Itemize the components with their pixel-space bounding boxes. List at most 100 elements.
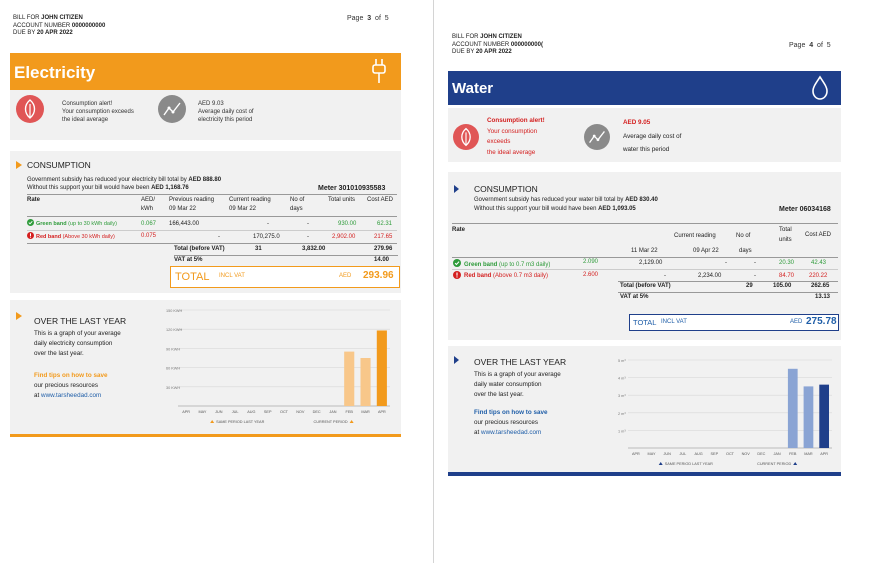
- due-date: 20 APR 2022: [475, 49, 512, 55]
- col-units-unit: units: [779, 237, 792, 243]
- col-days-unit: days: [739, 248, 752, 254]
- col-curr: Current reading: [674, 233, 716, 239]
- meter-number: Meter 06034168: [779, 206, 831, 213]
- col-rate: Rate: [452, 227, 466, 233]
- customer-name: JOHN CITIZEN: [480, 34, 522, 40]
- tips-link[interactable]: www.tarsheedad.com: [41, 392, 102, 399]
- x-tick-label: NOV: [742, 452, 751, 456]
- legend-current-label: CURRENT PERIOD: [313, 420, 347, 424]
- x-tick-label: APR: [820, 452, 828, 456]
- x-tick-label: DEC: [313, 410, 321, 414]
- y-tick-label: 30 KWH: [166, 386, 180, 390]
- total-currency: AED: [339, 273, 352, 279]
- table-rule: [452, 257, 838, 258]
- bill-for-label: BILL FOR: [452, 34, 479, 40]
- leaf-icon: [453, 124, 479, 150]
- legend-same-label: SAME PERIOD LAST YEAR: [665, 462, 713, 466]
- without-line: Without this support your bill would hav…: [474, 206, 636, 212]
- x-tick-label: FEB: [346, 410, 354, 414]
- alert-box: Consumption alert! Your consumption exce…: [10, 90, 401, 140]
- col-days: No of: [736, 233, 751, 239]
- tips-link[interactable]: www.tarsheedad.com: [481, 429, 542, 436]
- date-to: 09 Apr 22: [693, 248, 719, 254]
- x-tick-label: JUL: [232, 410, 239, 414]
- col-rate: Rate: [27, 197, 41, 203]
- due-label: DUE BY: [452, 49, 475, 55]
- col-days-unit: days: [290, 206, 303, 212]
- alert-text: Consumption alert! Your consumption exce…: [62, 101, 134, 123]
- bar-mar-11: [360, 358, 371, 406]
- x-tick-label: APR: [378, 410, 386, 414]
- section-arrow-icon: [454, 185, 459, 193]
- water-page: BILL FOR JOHN CITIZEN ACCOUNT NUMBER 000…: [437, 0, 871, 563]
- year-box: OVER THE LAST YEAR This is a graph of yo…: [10, 300, 401, 434]
- page-title: Water: [452, 80, 494, 97]
- electricity-page: BILL FOR JOHN CITIZEN ACCOUNT NUMBER 000…: [0, 0, 432, 563]
- consumption-heading: CONSUMPTION: [27, 160, 91, 170]
- section-arrow-icon: [454, 356, 459, 364]
- y-tick-label: 4 m³: [618, 377, 626, 381]
- x-tick-label: SEP: [264, 410, 272, 414]
- electricity-chart: 150 KWH 120 KWH 90 KWH 60 KWH 30 KWH APR MAY JU…: [166, 309, 390, 424]
- x-tick-label: JUN: [664, 452, 672, 456]
- y-tick-label: 90 KWH: [166, 347, 180, 351]
- section-arrow-icon: [16, 161, 22, 169]
- alert-box: Consumption alert! Your consumption exce…: [448, 108, 841, 162]
- col-curr-date: 09 Mar 22: [229, 206, 257, 212]
- consumption-heading: CONSUMPTION: [474, 184, 538, 194]
- x-tick-label: SEP: [711, 452, 719, 456]
- x-tick-label: MAY: [648, 452, 656, 456]
- table-rule: [27, 230, 397, 231]
- bar-apr-12: [376, 330, 387, 406]
- bar-feb-10: [787, 368, 798, 448]
- table-rule: [174, 255, 398, 256]
- account-number: 0000000000: [71, 22, 106, 29]
- water-drop-icon: [812, 75, 828, 100]
- subsidy-line: Government subsidy has reduced your elec…: [27, 177, 222, 183]
- x-tick-label: AUG: [694, 452, 702, 456]
- tips-text: Find tips on how to save our precious re…: [34, 372, 108, 399]
- col-aed: AED/: [141, 197, 156, 203]
- page-divider: [433, 0, 434, 563]
- leaf-icon: [16, 95, 44, 123]
- x-tick-label: JAN: [773, 452, 780, 456]
- avg-cost-text: AED 9.05 Average daily cost of water thi…: [623, 119, 682, 153]
- x-tick-label: JUL: [680, 452, 687, 456]
- col-cost: Cost AED: [367, 197, 394, 203]
- x-tick-label: NOV: [296, 410, 305, 414]
- legend-same-marker: [210, 420, 215, 423]
- x-tick-label: MAY: [198, 410, 206, 414]
- total-label: TOTAL: [633, 318, 657, 327]
- col-units: Total units: [328, 197, 356, 203]
- without-line: Without this support your bill would hav…: [27, 185, 189, 191]
- total-currency: AED: [790, 319, 803, 325]
- bottom-bar: [10, 434, 401, 437]
- due-label: DUE BY: [13, 30, 36, 36]
- page-number: Page 4 of 5: [789, 42, 831, 49]
- x-tick-label: OCT: [280, 410, 289, 414]
- total-box: TOTAL INCL VAT AED 293.96: [170, 266, 400, 288]
- alert-text: Consumption alert! Your consumption exce…: [487, 117, 545, 156]
- section-arrow-icon: [16, 312, 22, 320]
- x-tick-label: MAR: [804, 452, 813, 456]
- x-tick-label: OCT: [726, 452, 735, 456]
- account-label: ACCOUNT NUMBER: [13, 22, 71, 29]
- legend-same-marker: [658, 462, 663, 465]
- y-tick-label: 3 m³: [618, 394, 626, 398]
- due-date: 20 APR 2022: [36, 30, 73, 36]
- x-tick-label: AUG: [247, 410, 255, 414]
- warning-icon: [27, 232, 34, 239]
- consumption-box: CONSUMPTION Government subsidy has reduc…: [448, 172, 841, 340]
- plug-icon: [372, 59, 386, 83]
- avg-cost-text: AED 9.03 Average daily cost of electrici…: [198, 101, 254, 123]
- year-heading: OVER THE LAST YEAR: [474, 357, 567, 367]
- page-number: Page 3 of 5: [347, 15, 389, 22]
- col-prev: Previous reading: [169, 197, 215, 203]
- total-value: 293.96: [363, 270, 394, 281]
- y-tick-label: 60 KWH: [166, 367, 180, 371]
- x-tick-label: APR: [632, 452, 640, 456]
- y-tick-label: 2 m³: [618, 412, 626, 416]
- table-rule: [618, 281, 838, 282]
- year-text: This is a graph of your average daily el…: [34, 330, 121, 357]
- x-tick-label: DEC: [757, 452, 765, 456]
